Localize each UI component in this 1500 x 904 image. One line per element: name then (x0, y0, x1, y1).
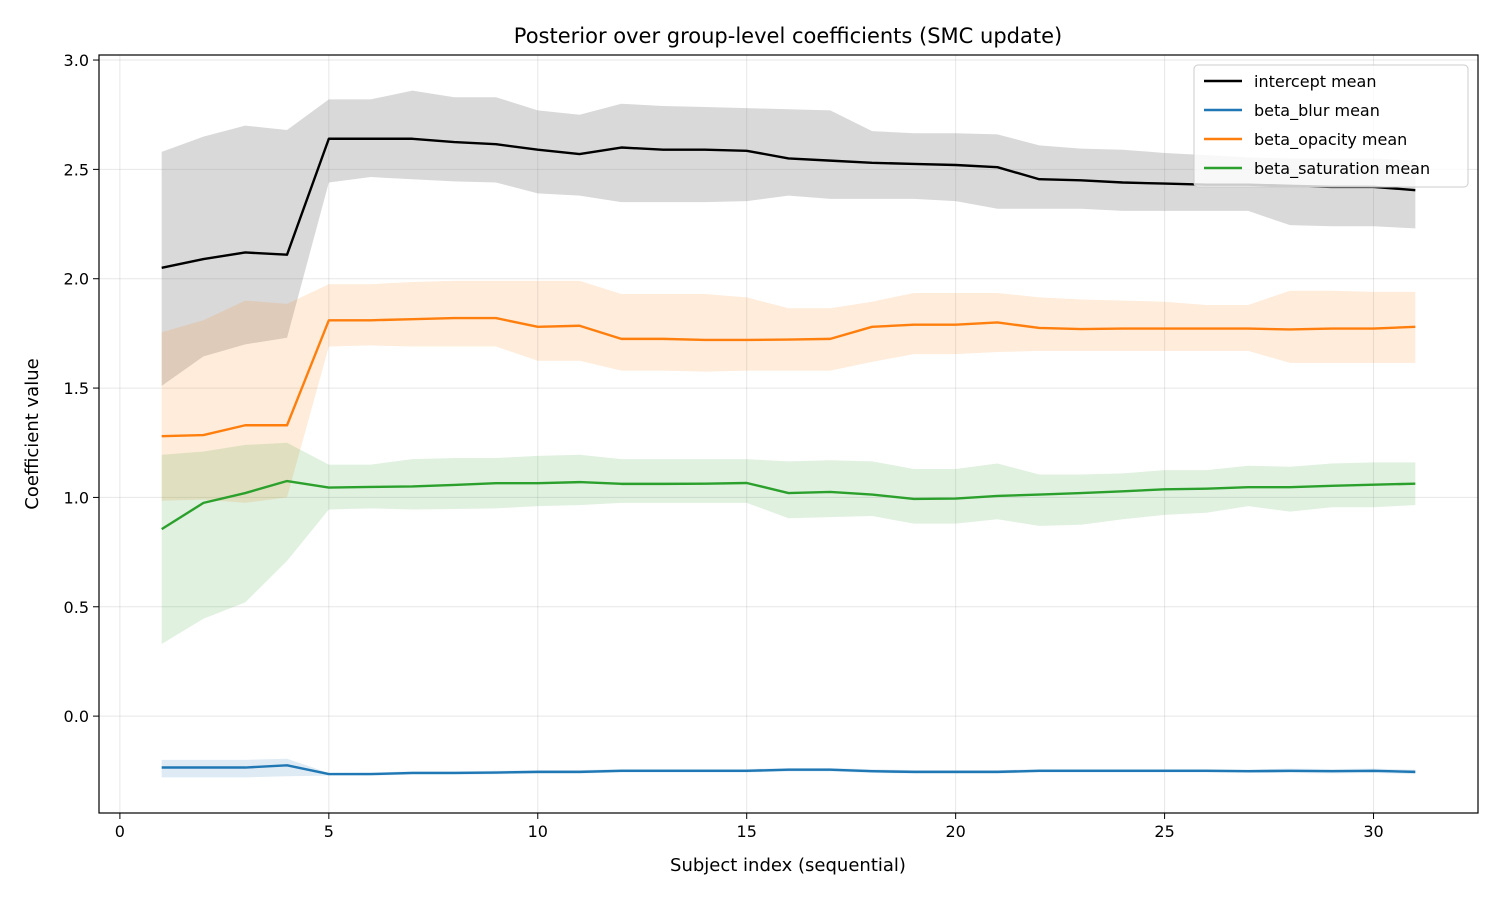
y-tick-label: 0.5 (64, 598, 89, 617)
beta-saturation-meanline (161, 479, 1416, 531)
x-axis: 0 5 10 15 20 25 30 (115, 813, 1384, 841)
intercept-meanband (161, 90, 1416, 386)
x-tick-label: 0 (115, 822, 125, 841)
bands (161, 90, 1416, 778)
y-tick-label: 2.5 (64, 160, 89, 179)
legend-label: beta_blur mean (1254, 101, 1380, 121)
x-tick-label: 30 (1363, 822, 1383, 841)
y-tick-label: 3.0 (64, 51, 89, 70)
y-tick-label: 2.0 (64, 270, 89, 289)
x-tick-label: 10 (528, 822, 548, 841)
lines (161, 137, 1416, 776)
x-tick-label: 20 (945, 822, 965, 841)
legend-box (1193, 64, 1469, 188)
beta-opacity-meanband (161, 280, 1416, 503)
legend-label: intercept mean (1254, 72, 1376, 91)
y-tick-label: 1.5 (64, 379, 89, 398)
legend-label: beta_opacity mean (1254, 130, 1407, 150)
beta-saturation-meanband (161, 442, 1416, 644)
chart-title: Posterior over group-level coefficients … (514, 24, 1062, 48)
plot-frame (98, 54, 1479, 814)
beta-opacity-meanline (161, 316, 1416, 438)
y-tick-label: 0.0 (64, 707, 89, 726)
y-tick-label: 1.0 (64, 488, 89, 507)
y-axis-label: Coefficient value (22, 358, 43, 509)
x-axis-label: Subject index (sequential) (670, 855, 906, 876)
legend-label: beta_saturation mean (1254, 159, 1430, 179)
x-tick-label: 15 (737, 822, 757, 841)
x-tick-label: 25 (1154, 822, 1174, 841)
beta-blur-meanline (161, 764, 1416, 776)
x-tick-label: 5 (324, 822, 334, 841)
legend: intercept mean beta_blur mean beta_opacity… (1193, 64, 1469, 188)
y-axis: 0.0 0.5 1.0 1.5 2.0 2.5 3.0 (64, 51, 99, 726)
